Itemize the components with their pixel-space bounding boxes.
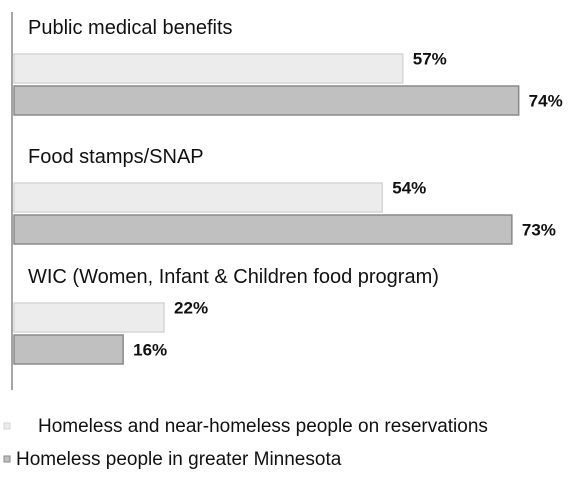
bar [13,182,384,213]
bar [13,53,404,84]
category-label: Food stamps/SNAP [28,146,204,168]
legend-label: Homeless and near-homeless people on res… [38,416,488,437]
legend-swatch [3,455,11,463]
bar [13,334,124,365]
value-label: 74% [529,92,563,111]
bar [13,85,520,116]
value-label: 54% [392,179,426,198]
bars-layer: Public medical benefits 57% 74% Food stamps… [13,17,563,365]
legend-swatch [3,422,11,430]
legend-label: Homeless people in greater Minnesota [16,449,342,470]
category-label: Public medical benefits [28,17,233,39]
legend: Homeless and near-homeless people on res… [3,416,488,470]
bar [13,214,513,245]
value-label: 16% [133,341,167,360]
value-label: 22% [174,299,208,318]
value-label: 57% [413,50,447,69]
category-label: WIC (Women, Infant & Children food progr… [28,266,439,288]
bar [13,302,165,333]
value-label: 73% [522,221,556,240]
